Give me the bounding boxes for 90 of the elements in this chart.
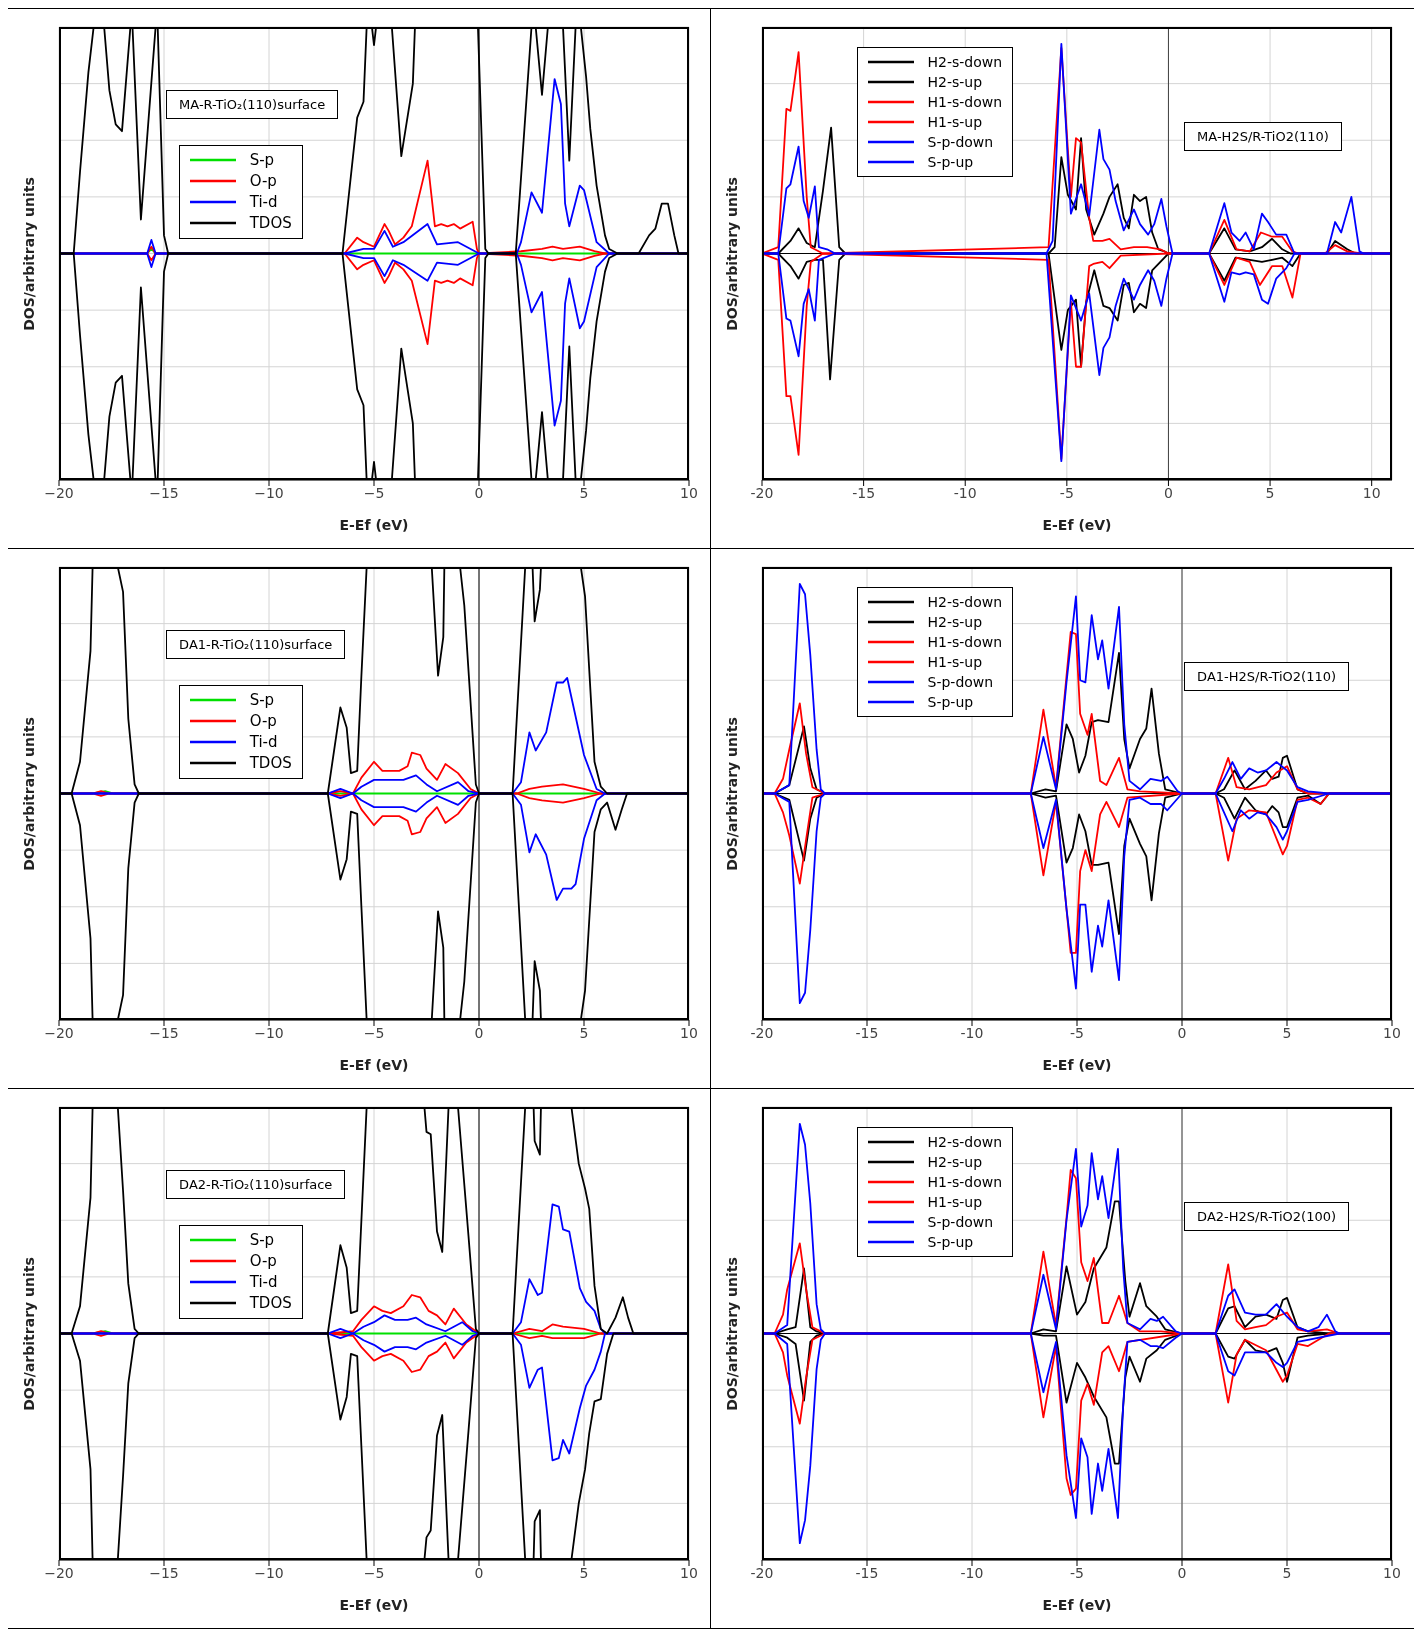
x-tick-label: -10: [960, 1564, 984, 1581]
x-tick-label: −10: [254, 1024, 284, 1041]
x-tick-label: 5: [1265, 484, 1275, 501]
text: DA1-R-TiO₂(110)surface: [166, 630, 346, 660]
legend-label: O-p: [249, 172, 277, 191]
x-tick-label: −15: [149, 1024, 179, 1041]
x-tick-label: −5: [363, 1024, 385, 1041]
x-tick-label: 10: [1362, 484, 1381, 501]
legend-label: S-p-down: [927, 134, 994, 151]
x-tick-label: -15: [855, 1024, 879, 1041]
x-tick-label: -20: [750, 1564, 774, 1581]
x-tick-label: −20: [44, 1024, 74, 1041]
x-tick-label: 0: [474, 1564, 484, 1581]
legend-label: S-p: [249, 1231, 275, 1250]
legend-label: Ti-d: [249, 193, 278, 212]
x-axis-title: E-Ef (eV): [339, 517, 409, 533]
y-axis-title: DOS/arbitrary units: [724, 1256, 741, 1411]
x-tick-label: 0: [1177, 1564, 1187, 1581]
legend-label: Ti-d: [249, 1273, 278, 1292]
legend-label: S-p-down: [927, 1214, 994, 1231]
x-tick-label: 0: [474, 1024, 484, 1041]
legend-label: S-p-up: [927, 154, 974, 171]
x-tick-label: −20: [44, 1564, 74, 1581]
y-axis-title: DOS/arbitrary units: [21, 716, 38, 871]
legend-label: H1-s-down: [927, 634, 1003, 651]
legend-label: O-p: [249, 1252, 277, 1271]
x-tick-label: −10: [254, 484, 284, 501]
x-axis-title: E-Ef (eV): [339, 1057, 409, 1073]
legend-label: H1-s-down: [927, 94, 1003, 111]
legend-label: H1-s-up: [927, 114, 983, 131]
legend-label: H1-s-down: [927, 1174, 1003, 1191]
legend-label: TDOS: [249, 214, 292, 233]
x-axis-title: E-Ef (eV): [339, 1597, 409, 1613]
x-tick-label: -20: [750, 1024, 774, 1041]
x-tick-label: 10: [1383, 1024, 1401, 1041]
x-tick-label: −20: [44, 484, 74, 501]
x-axis-title: E-Ef (eV): [1042, 1597, 1112, 1613]
x-tick-label: -5: [1070, 1024, 1084, 1041]
x-tick-label: 0: [474, 484, 484, 501]
legend-label: S-p-down: [927, 674, 994, 691]
text: MA-H2S/R-TiO2(110): [1184, 122, 1342, 152]
x-tick-label: 5: [579, 1024, 589, 1041]
x-axis-title: E-Ef (eV): [1042, 1057, 1112, 1073]
x-tick-label: -5: [1070, 1564, 1084, 1581]
x-tick-label: −15: [149, 1564, 179, 1581]
x-tick-label: 10: [1383, 1564, 1401, 1581]
legend-label: H1-s-up: [927, 1194, 983, 1211]
x-tick-label: −10: [254, 1564, 284, 1581]
x-tick-label: −15: [149, 484, 179, 501]
y-axis-title: DOS/arbitrary units: [724, 176, 741, 331]
legend-label: H2-s-up: [927, 614, 983, 631]
legend-label: H2-s-down: [927, 54, 1003, 71]
y-axis-title: DOS/arbitrary units: [21, 1256, 38, 1411]
x-tick-label: -20: [750, 484, 774, 501]
legend-label: S-p: [249, 691, 275, 710]
legend-label: S-p-up: [927, 694, 974, 711]
legend-label: S-p: [249, 151, 275, 170]
x-tick-label: -10: [960, 1024, 984, 1041]
x-tick-label: -15: [855, 1564, 879, 1581]
legend-label: Ti-d: [249, 733, 278, 752]
x-axis-title: E-Ef (eV): [1042, 517, 1112, 533]
y-axis-title: DOS/arbitrary units: [724, 716, 741, 871]
x-tick-label: -15: [852, 484, 876, 501]
text: MA-R-TiO₂(110)surface: [166, 90, 339, 120]
text: DA2-H2S/R-TiO2(100): [1184, 1202, 1350, 1232]
legend-label: S-p-up: [927, 1234, 974, 1251]
x-tick-label: 5: [579, 484, 589, 501]
x-tick-label: 5: [579, 1564, 589, 1581]
x-tick-label: −5: [363, 1564, 385, 1581]
y-axis-title: DOS/arbitrary units: [21, 176, 38, 331]
x-tick-label: 10: [680, 1564, 698, 1581]
x-tick-label: 10: [680, 484, 698, 501]
x-tick-label: -5: [1059, 484, 1074, 501]
text: DA2-R-TiO₂(110)surface: [166, 1170, 346, 1200]
legend-label: O-p: [249, 712, 277, 731]
x-tick-label: -10: [953, 484, 977, 501]
legend-label: H1-s-up: [927, 654, 983, 671]
legend-label: H2-s-up: [927, 74, 983, 91]
text: DA1-H2S/R-TiO2(110): [1184, 662, 1350, 692]
x-tick-label: 5: [1282, 1564, 1292, 1581]
legend-label: TDOS: [249, 754, 292, 773]
legend-label: H2-s-up: [927, 1154, 983, 1171]
x-tick-label: 10: [680, 1024, 698, 1041]
x-tick-label: 0: [1177, 1024, 1187, 1041]
legend-label: H2-s-down: [927, 1134, 1003, 1151]
x-tick-label: −5: [363, 484, 385, 501]
x-tick-label: 0: [1163, 484, 1173, 501]
x-tick-label: 5: [1282, 1024, 1292, 1041]
legend-label: TDOS: [249, 1294, 292, 1313]
legend-label: H2-s-down: [927, 594, 1003, 611]
